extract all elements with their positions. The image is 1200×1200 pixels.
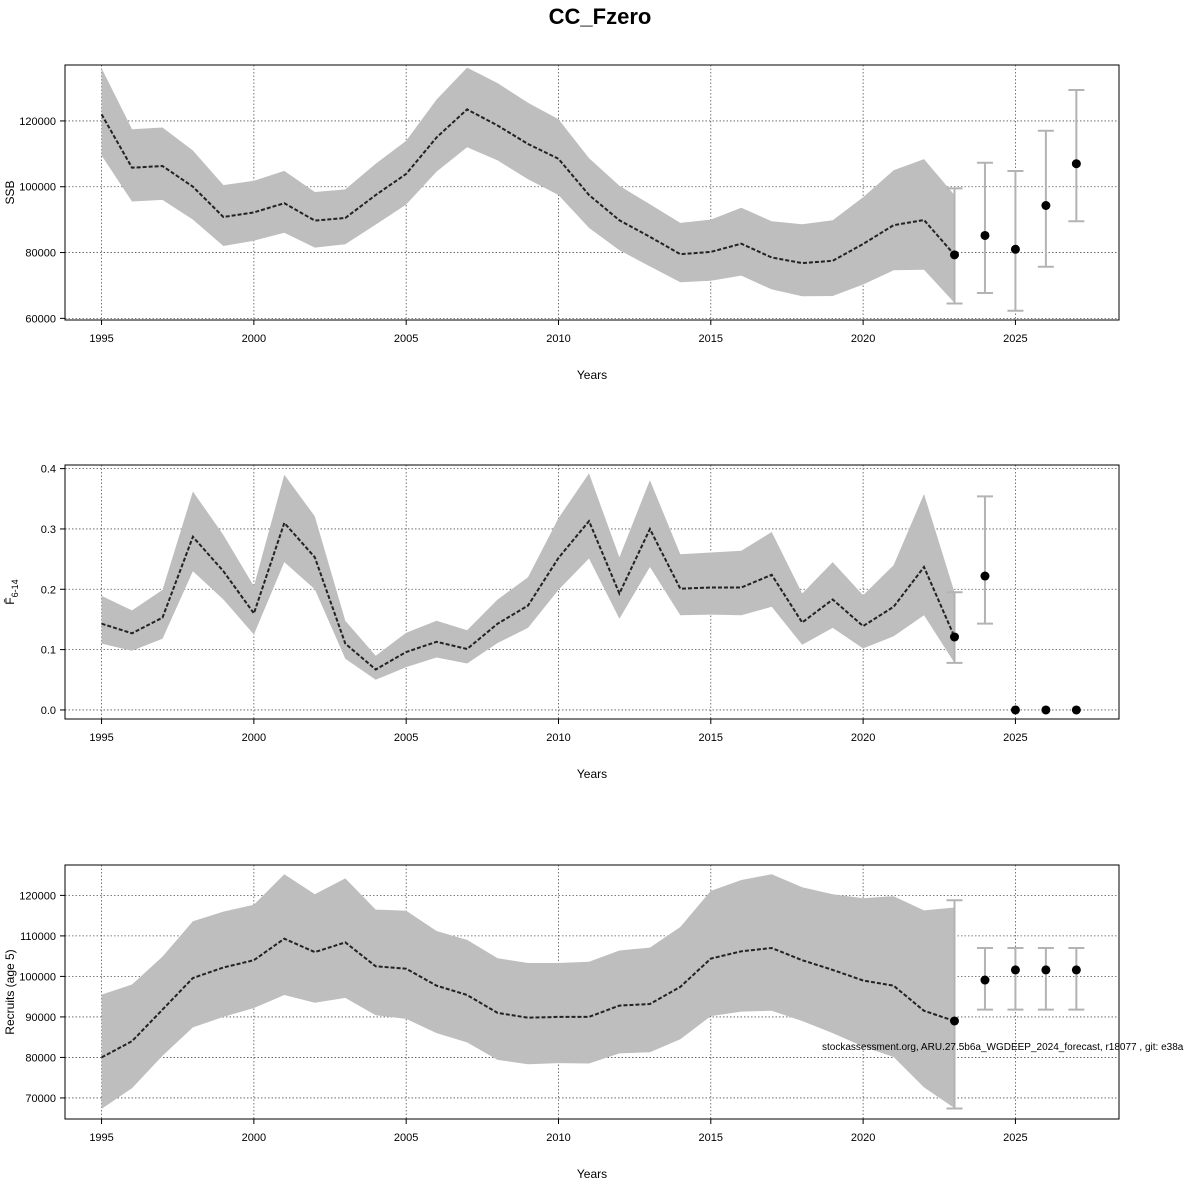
estimate-line [101,937,955,1059]
fbar-panel: 1995 2000 2005 2010 2015 2020 2025 0.0 0.1 0.2 0.3… [3,464,1120,781]
x-tick-label: 2005 [394,1132,418,1144]
forecast-point [1041,705,1051,715]
x-tick-label: 2025 [1003,333,1027,345]
forecast-point [980,230,990,240]
x-tick-label: 2020 [851,333,875,345]
footer-note: stockassessment.org, ARU.27.5b6a_WGDEEP_… [822,1042,1184,1053]
forecast-point [950,1016,960,1026]
y-axis-label: SSB [3,180,17,204]
x-tick-label: 2010 [546,333,570,345]
y-tick-label: 120000 [19,116,56,128]
x-tick-label: 2015 [699,732,723,744]
plot-frame [64,864,1120,1120]
x-tick-label: 2025 [1003,732,1027,744]
plot-frame [64,464,1120,720]
forecast-point [1010,244,1020,254]
x-tick-label: 2010 [546,732,570,744]
confidence-band [101,473,955,680]
y-tick-label: 110000 [20,931,56,943]
x-tick-label: 2015 [699,333,723,345]
confidence-band [101,874,955,1109]
y-axis-label-main: Recruits (age 5) [3,949,17,1034]
y-tick-label: 70000 [25,1093,56,1105]
x-tick-label: 1995 [89,1132,113,1144]
ssb-panel: 1995 2000 2005 2010 2015 2020 2025 60000 80000 10… [3,64,1120,382]
x-tick-label: 2025 [1003,1132,1027,1144]
estimate-line [101,519,956,671]
x-tick-label: 2005 [394,333,418,345]
y-tick-label: 0.3 [41,524,56,536]
x-tick-label: 2000 [242,333,266,345]
y-axis-label: Recruits (age 5) [3,949,17,1034]
y-tick-label: 60000 [25,313,56,325]
forecast-point [1071,965,1081,975]
y-tick-label: 120000 [19,890,56,902]
y-axis-label-main: SSB [3,180,17,204]
y-tick-label: 0.4 [41,464,56,476]
forecast-point [1071,159,1081,169]
forecast-point [1010,705,1020,715]
forecast-point [980,571,990,581]
x-tick-label: 2000 [242,732,266,744]
x-axis-label: Years [577,368,607,382]
forecast-point [1071,705,1081,715]
forecast-point [950,632,960,642]
y-tick-label: 0.1 [41,645,56,657]
x-tick-label: 1995 [89,732,113,744]
forecast-point [1041,965,1051,975]
x-tick-label: 2015 [699,1132,723,1144]
y-tick-label: 0.2 [41,584,56,596]
x-tick-label: 1995 [89,333,113,345]
x-tick-label: 2005 [394,732,418,744]
y-tick-label: 80000 [25,248,56,260]
y-tick-label: 0.0 [41,705,56,717]
y-tick-label: 100000 [19,182,56,194]
estimate-line [100,108,956,265]
figure-title: CC_Fzero [549,4,652,29]
y-axis-label-main: F̄ [3,597,17,604]
y-axis-label: F̄6-14 [3,579,20,604]
plot-frame [64,64,1120,321]
forecast-point [1010,965,1020,975]
y-tick-label: 90000 [25,1012,56,1024]
y-tick-label: 100000 [19,971,56,983]
x-axis-label: Years [577,767,607,781]
confidence-band [101,67,955,303]
x-tick-label: 2020 [851,1132,875,1144]
y-tick-label: 80000 [25,1052,56,1064]
x-tick-label: 2010 [546,1132,570,1144]
forecast-point [980,975,990,985]
recruits-panel: 1995 2000 2005 2010 2015 2020 2025 70000 80000 90… [3,864,1120,1181]
x-axis-label: Years [577,1167,607,1181]
x-tick-label: 2000 [242,1132,266,1144]
y-axis-label-subscript: 6-14 [10,579,20,597]
forecast-point [1041,200,1051,210]
x-tick-label: 2020 [851,732,875,744]
forecast-point [950,250,960,260]
